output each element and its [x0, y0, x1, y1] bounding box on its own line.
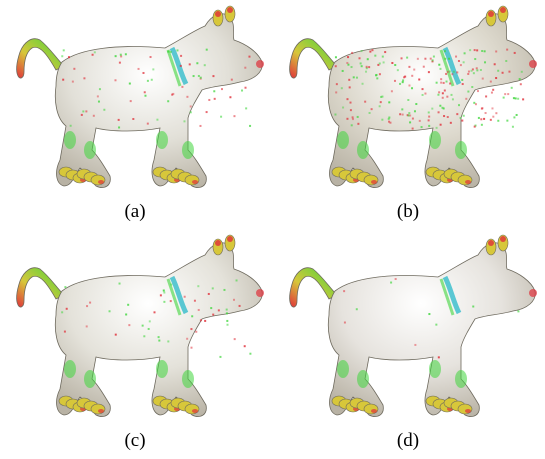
- panel-d: (d): [273, 229, 543, 458]
- dog-body: [327, 13, 536, 188]
- panel-c: (c): [0, 229, 270, 458]
- caption-d: (d): [396, 430, 420, 451]
- dog-body: [54, 242, 263, 417]
- panel-b: (b): [273, 0, 543, 229]
- dog-tail: [289, 267, 338, 308]
- dog-body: [54, 13, 263, 188]
- dog-model-render-d: [289, 234, 537, 417]
- dog-tail: [16, 38, 65, 79]
- dog-model-render-c: [16, 234, 264, 417]
- dog-model-render-b: [289, 5, 537, 188]
- dog-model-render-a: [16, 5, 264, 188]
- caption-b: (b): [396, 201, 420, 222]
- caption-c: (c): [124, 430, 146, 451]
- dog-body: [327, 242, 536, 417]
- panel-a: (a): [0, 0, 270, 229]
- dog-tail: [289, 38, 338, 79]
- dog-tail: [16, 267, 65, 308]
- caption-a: (a): [124, 201, 146, 222]
